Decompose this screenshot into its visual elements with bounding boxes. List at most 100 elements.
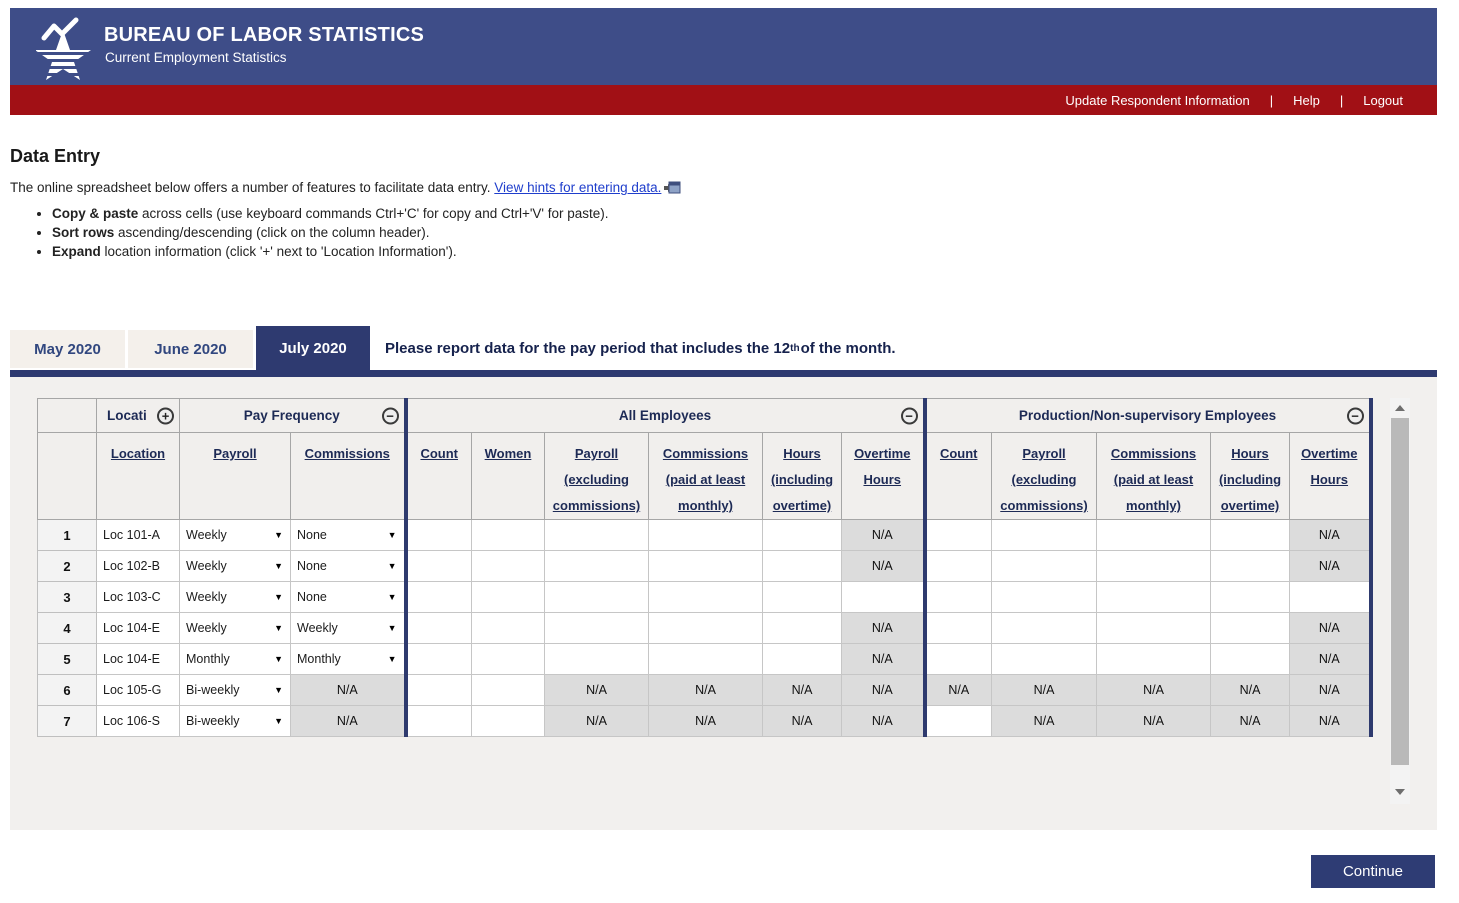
column-header-pn-hours[interactable]: Hours (including overtime) bbox=[1210, 432, 1290, 520]
tab-may-2020[interactable]: May 2020 bbox=[10, 330, 125, 368]
pn-count-cell[interactable] bbox=[924, 519, 992, 551]
pn-hours-cell[interactable] bbox=[1210, 550, 1290, 582]
ae-count-cell[interactable] bbox=[405, 705, 472, 737]
corner-cell bbox=[37, 432, 97, 520]
collapse-minus-icon[interactable]: − bbox=[900, 407, 918, 424]
ae-women-cell[interactable] bbox=[471, 519, 545, 551]
pn-count-cell[interactable] bbox=[924, 705, 992, 737]
column-header-ae-overtime[interactable]: Overtime Hours bbox=[841, 432, 927, 520]
ae-hours-cell[interactable] bbox=[762, 612, 842, 644]
location-cell: Loc 104-E bbox=[96, 643, 180, 675]
ae-women-cell[interactable] bbox=[471, 705, 545, 737]
group-pay-frequency-label: Pay Frequency bbox=[243, 408, 340, 423]
ae-payroll-cell[interactable] bbox=[544, 612, 649, 644]
ae-commissions-cell[interactable] bbox=[648, 550, 763, 582]
commissions-frequency-select[interactable]: Weekly ▼ bbox=[290, 612, 408, 644]
ae-commissions-cell[interactable] bbox=[648, 519, 763, 551]
column-header-ae-count[interactable]: Count bbox=[405, 432, 472, 520]
ae-commissions-cell[interactable] bbox=[648, 612, 763, 644]
ae-count-cell[interactable] bbox=[405, 519, 472, 551]
pn-hours-cell[interactable] bbox=[1210, 519, 1290, 551]
nav-logout[interactable]: Logout bbox=[1363, 92, 1403, 108]
ae-payroll-cell[interactable] bbox=[544, 581, 649, 613]
column-header-pn-count[interactable]: Count bbox=[924, 432, 992, 520]
pn-hours-cell[interactable] bbox=[1210, 581, 1290, 613]
commissions-frequency-select[interactable]: None ▼ bbox=[290, 519, 408, 551]
ae-hours-cell[interactable] bbox=[762, 643, 842, 675]
ae-count-cell[interactable] bbox=[405, 674, 472, 706]
pn-payroll-cell[interactable] bbox=[991, 643, 1097, 675]
pn-payroll-cell[interactable] bbox=[991, 519, 1097, 551]
pn-commissions-cell[interactable] bbox=[1096, 519, 1211, 551]
pn-hours-cell[interactable] bbox=[1210, 612, 1290, 644]
ae-count-cell[interactable] bbox=[405, 643, 472, 675]
ae-payroll-cell[interactable] bbox=[544, 643, 649, 675]
tab-july-2020[interactable]: July 2020 bbox=[256, 326, 370, 370]
column-header-ae-women[interactable]: Women bbox=[471, 432, 545, 520]
payroll-frequency-select[interactable]: Weekly ▼ bbox=[179, 519, 291, 551]
view-hints-link[interactable]: View hints for entering data. bbox=[494, 180, 662, 195]
column-header-ae-commissions[interactable]: Commissions (paid at least monthly) bbox=[648, 432, 763, 520]
pn-commissions-cell[interactable] bbox=[1096, 581, 1211, 613]
column-header-pn-commissions[interactable]: Commissions (paid at least monthly) bbox=[1096, 432, 1211, 520]
ae-hours-cell[interactable] bbox=[762, 550, 842, 582]
pn-payroll-cell[interactable] bbox=[991, 612, 1097, 644]
chevron-down-icon: ▼ bbox=[387, 561, 397, 571]
ae-payroll-cell[interactable] bbox=[544, 519, 649, 551]
collapse-minus-icon[interactable]: − bbox=[1346, 407, 1364, 424]
column-header-payroll-freq[interactable]: Payroll bbox=[179, 432, 291, 520]
nav-help[interactable]: Help bbox=[1293, 92, 1320, 108]
payroll-frequency-select[interactable]: Weekly ▼ bbox=[179, 581, 291, 613]
payroll-frequency-select[interactable]: Bi-weekly ▼ bbox=[179, 674, 291, 706]
payroll-frequency-select[interactable]: Weekly ▼ bbox=[179, 550, 291, 582]
commissions-frequency-select[interactable]: Monthly ▼ bbox=[290, 643, 408, 675]
ae-commissions-cell[interactable] bbox=[648, 581, 763, 613]
pn-payroll-cell[interactable] bbox=[991, 550, 1097, 582]
ae-women-cell[interactable] bbox=[471, 581, 545, 613]
collapse-minus-icon[interactable]: − bbox=[381, 407, 399, 424]
ae-payroll-cell[interactable] bbox=[544, 550, 649, 582]
vertical-scrollbar[interactable] bbox=[1390, 398, 1410, 804]
nav-update-respondent-information[interactable]: Update Respondent Information bbox=[1065, 92, 1250, 108]
ae-commissions-cell[interactable] bbox=[648, 643, 763, 675]
pn-commissions-cell[interactable] bbox=[1096, 550, 1211, 582]
ae-overtime-cell[interactable] bbox=[841, 581, 927, 613]
ae-count-cell[interactable] bbox=[405, 612, 472, 644]
table-row: 7 Loc 106-S Bi-weekly ▼ N/A N/A N/A N/A N/A N/A N/… bbox=[37, 705, 1373, 737]
ae-women-cell[interactable] bbox=[471, 612, 545, 644]
column-header-commissions-freq[interactable]: Commissions bbox=[290, 432, 408, 520]
ae-hours-cell[interactable] bbox=[762, 519, 842, 551]
pn-count-cell[interactable] bbox=[924, 612, 992, 644]
payroll-frequency-select[interactable]: Bi-weekly ▼ bbox=[179, 705, 291, 737]
pn-count-cell[interactable] bbox=[924, 643, 992, 675]
ae-count-cell[interactable] bbox=[405, 550, 472, 582]
pn-commissions-cell[interactable] bbox=[1096, 643, 1211, 675]
ae-women-cell[interactable] bbox=[471, 550, 545, 582]
pn-commissions-cell[interactable] bbox=[1096, 612, 1211, 644]
pn-payroll-cell[interactable] bbox=[991, 581, 1097, 613]
commissions-frequency-select[interactable]: None ▼ bbox=[290, 581, 408, 613]
pn-hours-cell[interactable] bbox=[1210, 643, 1290, 675]
chevron-down-icon: ▼ bbox=[274, 592, 283, 602]
scroll-up-arrow-icon[interactable] bbox=[1390, 398, 1410, 418]
commissions-frequency-select[interactable]: None ▼ bbox=[290, 550, 408, 582]
column-header-ae-hours[interactable]: Hours (including overtime) bbox=[762, 432, 842, 520]
pn-overtime-cell[interactable] bbox=[1289, 581, 1373, 613]
scrollbar-thumb[interactable] bbox=[1391, 418, 1409, 765]
ae-women-cell[interactable] bbox=[471, 643, 545, 675]
payroll-frequency-select[interactable]: Monthly ▼ bbox=[179, 643, 291, 675]
column-header-pn-payroll[interactable]: Payroll (excluding commissions) bbox=[991, 432, 1097, 520]
column-header-ae-payroll[interactable]: Payroll (excluding commissions) bbox=[544, 432, 649, 520]
column-header-location[interactable]: Location bbox=[96, 432, 180, 520]
payroll-frequency-select[interactable]: Weekly ▼ bbox=[179, 612, 291, 644]
column-header-pn-overtime[interactable]: Overtime Hours bbox=[1289, 432, 1373, 520]
ae-count-cell[interactable] bbox=[405, 581, 472, 613]
pn-count-cell[interactable] bbox=[924, 581, 992, 613]
ae-hours-cell[interactable] bbox=[762, 581, 842, 613]
pn-count-cell[interactable] bbox=[924, 550, 992, 582]
scroll-down-arrow-icon[interactable] bbox=[1390, 782, 1410, 802]
tab-june-2020[interactable]: June 2020 bbox=[128, 330, 253, 368]
continue-button[interactable]: Continue bbox=[1311, 855, 1435, 888]
expand-plus-icon[interactable]: + bbox=[157, 407, 174, 424]
ae-women-cell[interactable] bbox=[471, 674, 545, 706]
